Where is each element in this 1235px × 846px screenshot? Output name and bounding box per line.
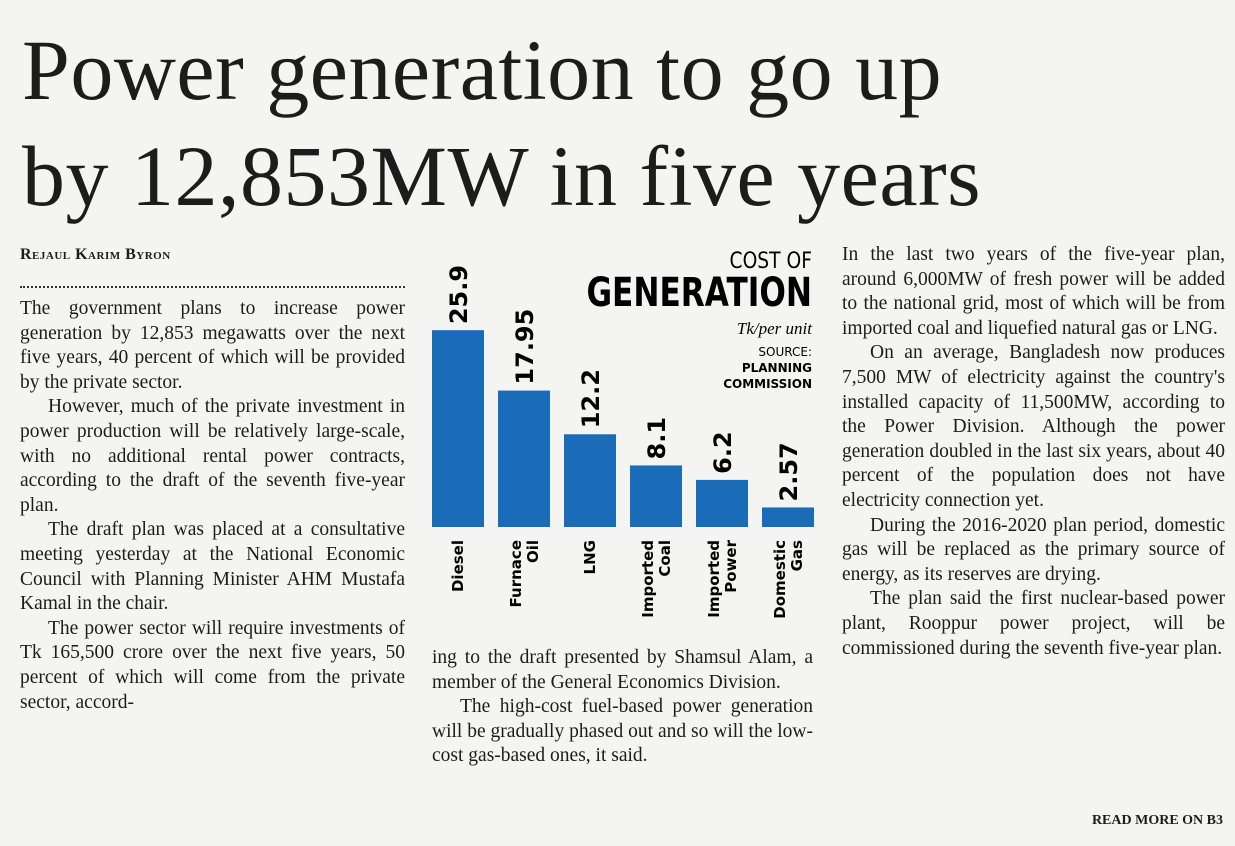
bar bbox=[762, 507, 814, 527]
chart-title: GENERATION bbox=[586, 270, 812, 316]
source-label: SOURCE: bbox=[758, 345, 812, 359]
paragraph: The power sector will require investment… bbox=[20, 617, 405, 713]
category-label: Gas bbox=[788, 540, 806, 571]
value-label: 25.9 bbox=[445, 265, 473, 324]
source: PLANNING bbox=[742, 361, 812, 375]
category-label: Imported bbox=[639, 540, 657, 618]
paragraph: The plan said the first nuclear-based po… bbox=[842, 588, 1225, 659]
category-label: LNG bbox=[581, 540, 599, 574]
paragraph: However, much of the private investment … bbox=[20, 396, 405, 516]
category-label: Power bbox=[722, 539, 740, 592]
category-label: Furnace bbox=[507, 540, 525, 607]
source: COMMISSION bbox=[723, 377, 812, 391]
value-label: 12.2 bbox=[577, 369, 605, 428]
rule bbox=[20, 286, 405, 288]
chart: COST OF GENERATION Tk/per unit SOURCE: P… bbox=[432, 248, 814, 619]
paragraph: During the 2016-2020 plan period, domest… bbox=[842, 514, 1225, 585]
value-label: 17.95 bbox=[511, 309, 539, 385]
chart-unit: Tk/per unit bbox=[737, 319, 813, 338]
value-label: 2.57 bbox=[775, 442, 803, 501]
read-more: READ MORE ON B3 bbox=[1091, 813, 1223, 828]
category-label: Domestic bbox=[771, 540, 789, 619]
paragraph: The government plans to increase power g… bbox=[20, 298, 405, 393]
column: ing to the draft presented by Shamsul Al… bbox=[432, 646, 813, 769]
bar bbox=[696, 479, 748, 527]
paragraph: The draft plan was placed at a consultat… bbox=[20, 519, 405, 615]
bar bbox=[498, 390, 550, 527]
value-label: 6.2 bbox=[709, 431, 737, 474]
paragraph: In the last two years of the five-year p… bbox=[842, 244, 1225, 339]
headline: Power generation to go up bbox=[22, 22, 943, 118]
bar bbox=[432, 330, 484, 527]
value-label: 8.1 bbox=[643, 417, 671, 460]
bar bbox=[630, 465, 682, 527]
bar bbox=[564, 434, 616, 527]
paragraph: On an average, Bangladesh now produces 7… bbox=[842, 342, 1225, 511]
category-label: Diesel bbox=[449, 540, 467, 592]
byline: Rejaul Karim Byron bbox=[20, 246, 171, 263]
category-label: Imported bbox=[705, 540, 723, 618]
paragraph: The high-cost fuel-based power generatio… bbox=[432, 696, 813, 767]
category-label: Oil bbox=[524, 540, 542, 563]
column: The government plans to increase power g… bbox=[20, 297, 405, 715]
headline: by 12,853MW in five years bbox=[22, 128, 982, 224]
column: In the last two years of the five-year p… bbox=[842, 243, 1225, 661]
chart-title-small: COST OF bbox=[730, 248, 812, 274]
paragraph: ing to the draft presented by Shamsul Al… bbox=[432, 647, 813, 693]
category-label: Coal bbox=[656, 540, 674, 577]
